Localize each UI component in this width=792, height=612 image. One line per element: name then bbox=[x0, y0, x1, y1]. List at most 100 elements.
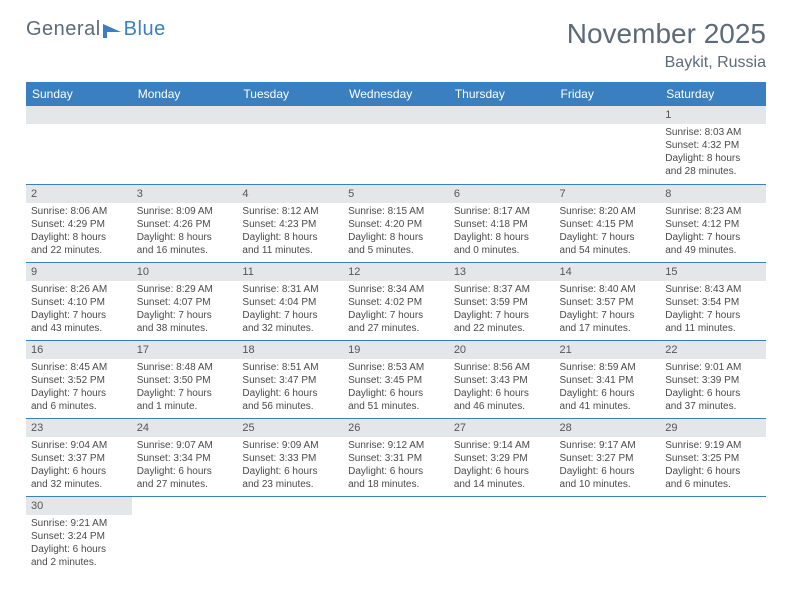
sunset-line: Sunset: 3:24 PM bbox=[31, 530, 127, 543]
daylight-line-1: Daylight: 6 hours bbox=[348, 465, 444, 478]
day-number: 18 bbox=[237, 341, 343, 359]
sunrise-line: Sunrise: 9:07 AM bbox=[137, 439, 233, 452]
day-number: 17 bbox=[132, 341, 238, 359]
daylight-line-2: and 16 minutes. bbox=[137, 244, 233, 257]
day-body: Sunrise: 8:23 AMSunset: 4:12 PMDaylight:… bbox=[660, 203, 766, 261]
sunset-line: Sunset: 3:29 PM bbox=[454, 452, 550, 465]
logo-flag-icon bbox=[103, 22, 123, 38]
daylight-line-2: and 14 minutes. bbox=[454, 478, 550, 491]
day-body: Sunrise: 8:15 AMSunset: 4:20 PMDaylight:… bbox=[343, 203, 449, 261]
sunrise-line: Sunrise: 8:29 AM bbox=[137, 283, 233, 296]
day-body: Sunrise: 8:29 AMSunset: 4:07 PMDaylight:… bbox=[132, 281, 238, 339]
sunset-line: Sunset: 3:37 PM bbox=[31, 452, 127, 465]
calendar-cell: 4Sunrise: 8:12 AMSunset: 4:23 PMDaylight… bbox=[237, 184, 343, 262]
day-body: Sunrise: 8:40 AMSunset: 3:57 PMDaylight:… bbox=[555, 281, 661, 339]
day-number: 9 bbox=[26, 263, 132, 281]
day-number: 14 bbox=[555, 263, 661, 281]
daylight-line-1: Daylight: 8 hours bbox=[454, 231, 550, 244]
calendar-cell bbox=[237, 106, 343, 184]
daylight-line-1: Daylight: 6 hours bbox=[348, 387, 444, 400]
daylight-line-1: Daylight: 6 hours bbox=[137, 465, 233, 478]
day-number-bar bbox=[26, 106, 132, 124]
calendar-cell: 13Sunrise: 8:37 AMSunset: 3:59 PMDayligh… bbox=[449, 262, 555, 340]
day-header: Saturday bbox=[660, 82, 766, 106]
daylight-line-2: and 1 minute. bbox=[137, 400, 233, 413]
day-body: Sunrise: 8:34 AMSunset: 4:02 PMDaylight:… bbox=[343, 281, 449, 339]
daylight-line-2: and 49 minutes. bbox=[665, 244, 761, 257]
calendar-cell: 6Sunrise: 8:17 AMSunset: 4:18 PMDaylight… bbox=[449, 184, 555, 262]
sunrise-line: Sunrise: 9:01 AM bbox=[665, 361, 761, 374]
sunset-line: Sunset: 3:31 PM bbox=[348, 452, 444, 465]
day-header: Sunday bbox=[26, 82, 132, 106]
daylight-line-2: and 27 minutes. bbox=[348, 322, 444, 335]
daylight-line-2: and 32 minutes. bbox=[31, 478, 127, 491]
daylight-line-2: and 5 minutes. bbox=[348, 244, 444, 257]
daylight-line-1: Daylight: 7 hours bbox=[348, 309, 444, 322]
calendar-week: 23Sunrise: 9:04 AMSunset: 3:37 PMDayligh… bbox=[26, 418, 766, 496]
daylight-line-1: Daylight: 8 hours bbox=[665, 152, 761, 165]
sunrise-line: Sunrise: 8:37 AM bbox=[454, 283, 550, 296]
logo: General Blue bbox=[26, 18, 166, 41]
daylight-line-2: and 2 minutes. bbox=[31, 556, 127, 569]
calendar-cell: 24Sunrise: 9:07 AMSunset: 3:34 PMDayligh… bbox=[132, 418, 238, 496]
day-number: 2 bbox=[26, 185, 132, 203]
sunrise-line: Sunrise: 9:19 AM bbox=[665, 439, 761, 452]
calendar-cell: 2Sunrise: 8:06 AMSunset: 4:29 PMDaylight… bbox=[26, 184, 132, 262]
logo-text-2: Blue bbox=[124, 18, 166, 41]
day-body: Sunrise: 8:12 AMSunset: 4:23 PMDaylight:… bbox=[237, 203, 343, 261]
daylight-line-2: and 10 minutes. bbox=[560, 478, 656, 491]
daylight-line-1: Daylight: 7 hours bbox=[560, 231, 656, 244]
day-number: 5 bbox=[343, 185, 449, 203]
day-body: Sunrise: 8:48 AMSunset: 3:50 PMDaylight:… bbox=[132, 359, 238, 417]
sunset-line: Sunset: 3:39 PM bbox=[665, 374, 761, 387]
calendar-cell bbox=[343, 106, 449, 184]
logo-text-1: General bbox=[26, 18, 101, 41]
daylight-line-2: and 22 minutes. bbox=[31, 244, 127, 257]
daylight-line-2: and 17 minutes. bbox=[560, 322, 656, 335]
calendar-cell bbox=[26, 106, 132, 184]
calendar-cell bbox=[449, 106, 555, 184]
daylight-line-1: Daylight: 6 hours bbox=[560, 465, 656, 478]
daylight-line-1: Daylight: 6 hours bbox=[242, 465, 338, 478]
sunset-line: Sunset: 4:18 PM bbox=[454, 218, 550, 231]
day-header: Monday bbox=[132, 82, 238, 106]
sunrise-line: Sunrise: 8:20 AM bbox=[560, 205, 656, 218]
calendar-cell bbox=[555, 106, 661, 184]
month-title: November 2025 bbox=[567, 18, 766, 50]
sunset-line: Sunset: 3:57 PM bbox=[560, 296, 656, 309]
sunrise-line: Sunrise: 8:23 AM bbox=[665, 205, 761, 218]
daylight-line-2: and 41 minutes. bbox=[560, 400, 656, 413]
calendar-cell: 15Sunrise: 8:43 AMSunset: 3:54 PMDayligh… bbox=[660, 262, 766, 340]
calendar-week: 2Sunrise: 8:06 AMSunset: 4:29 PMDaylight… bbox=[26, 184, 766, 262]
sunrise-line: Sunrise: 8:15 AM bbox=[348, 205, 444, 218]
sunset-line: Sunset: 3:52 PM bbox=[31, 374, 127, 387]
day-number: 3 bbox=[132, 185, 238, 203]
day-number: 13 bbox=[449, 263, 555, 281]
day-number: 8 bbox=[660, 185, 766, 203]
day-body: Sunrise: 8:03 AMSunset: 4:32 PMDaylight:… bbox=[660, 124, 766, 182]
daylight-line-1: Daylight: 7 hours bbox=[137, 309, 233, 322]
day-body: Sunrise: 8:26 AMSunset: 4:10 PMDaylight:… bbox=[26, 281, 132, 339]
day-body: Sunrise: 8:45 AMSunset: 3:52 PMDaylight:… bbox=[26, 359, 132, 417]
daylight-line-2: and 51 minutes. bbox=[348, 400, 444, 413]
sunrise-line: Sunrise: 8:40 AM bbox=[560, 283, 656, 296]
day-number-bar bbox=[555, 106, 661, 124]
day-number: 26 bbox=[343, 419, 449, 437]
day-body: Sunrise: 9:21 AMSunset: 3:24 PMDaylight:… bbox=[26, 515, 132, 573]
day-body: Sunrise: 8:20 AMSunset: 4:15 PMDaylight:… bbox=[555, 203, 661, 261]
calendar-cell: 14Sunrise: 8:40 AMSunset: 3:57 PMDayligh… bbox=[555, 262, 661, 340]
calendar-cell bbox=[132, 496, 238, 574]
calendar-cell: 1Sunrise: 8:03 AMSunset: 4:32 PMDaylight… bbox=[660, 106, 766, 184]
sunrise-line: Sunrise: 8:26 AM bbox=[31, 283, 127, 296]
daylight-line-1: Daylight: 6 hours bbox=[665, 387, 761, 400]
day-header: Friday bbox=[555, 82, 661, 106]
sunset-line: Sunset: 3:47 PM bbox=[242, 374, 338, 387]
sunrise-line: Sunrise: 9:17 AM bbox=[560, 439, 656, 452]
sunrise-line: Sunrise: 9:09 AM bbox=[242, 439, 338, 452]
sunrise-line: Sunrise: 8:56 AM bbox=[454, 361, 550, 374]
day-body: Sunrise: 8:31 AMSunset: 4:04 PMDaylight:… bbox=[237, 281, 343, 339]
sunrise-line: Sunrise: 8:31 AM bbox=[242, 283, 338, 296]
day-number: 20 bbox=[449, 341, 555, 359]
day-body bbox=[237, 124, 343, 180]
sunset-line: Sunset: 3:59 PM bbox=[454, 296, 550, 309]
